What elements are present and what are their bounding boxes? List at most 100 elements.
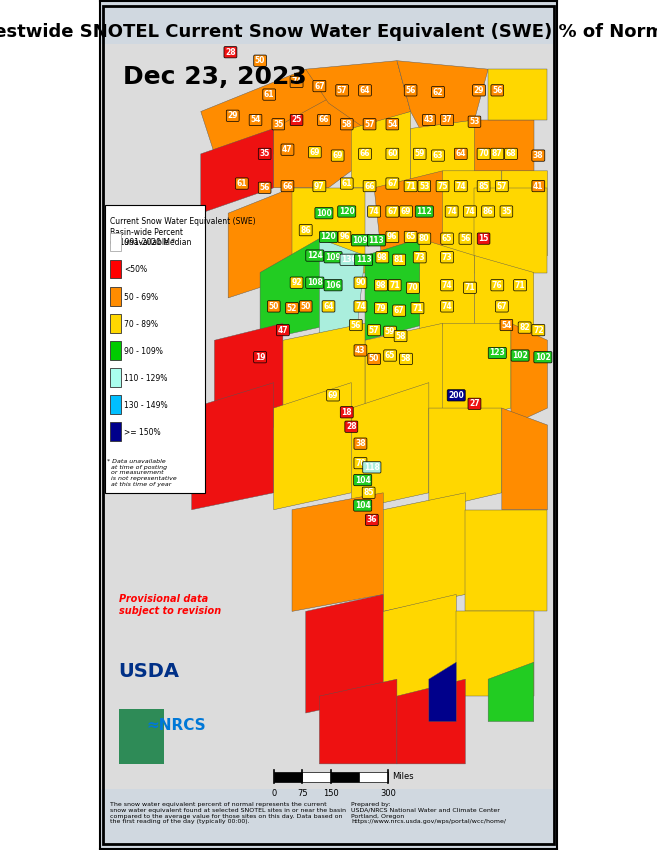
Text: 54: 54 bbox=[387, 120, 397, 128]
Text: 104: 104 bbox=[355, 501, 371, 510]
Text: 50: 50 bbox=[255, 56, 265, 65]
Text: 124: 124 bbox=[307, 251, 323, 260]
Polygon shape bbox=[201, 128, 274, 213]
Text: 70 - 89%: 70 - 89% bbox=[124, 320, 158, 329]
FancyBboxPatch shape bbox=[119, 709, 164, 764]
Polygon shape bbox=[429, 662, 456, 722]
Text: 68: 68 bbox=[506, 150, 516, 158]
Text: Provisional data
subject to revision: Provisional data subject to revision bbox=[119, 594, 221, 616]
Text: 53: 53 bbox=[469, 117, 480, 126]
Text: 28: 28 bbox=[225, 48, 236, 57]
Text: 106: 106 bbox=[325, 280, 341, 290]
Text: 90 - 109%: 90 - 109% bbox=[124, 347, 163, 356]
Polygon shape bbox=[488, 69, 547, 120]
Polygon shape bbox=[228, 188, 306, 298]
Text: 112: 112 bbox=[417, 207, 432, 216]
Text: 59: 59 bbox=[415, 150, 425, 158]
Polygon shape bbox=[465, 510, 547, 611]
FancyBboxPatch shape bbox=[105, 205, 206, 493]
Text: 18: 18 bbox=[342, 408, 352, 416]
Text: 67: 67 bbox=[394, 306, 405, 315]
Text: 38: 38 bbox=[533, 151, 543, 160]
Text: 110 - 129%: 110 - 129% bbox=[124, 374, 168, 382]
Text: 136: 136 bbox=[341, 255, 357, 264]
Text: 74: 74 bbox=[446, 207, 457, 216]
Text: 75: 75 bbox=[438, 182, 448, 190]
Text: 35: 35 bbox=[501, 207, 512, 216]
Polygon shape bbox=[283, 323, 365, 442]
Bar bbox=[330, 772, 359, 782]
Text: 73: 73 bbox=[415, 252, 425, 262]
Polygon shape bbox=[411, 120, 474, 188]
Text: 36: 36 bbox=[367, 515, 377, 524]
Text: 109: 109 bbox=[325, 252, 341, 262]
Text: 70: 70 bbox=[355, 459, 366, 468]
Text: 67: 67 bbox=[314, 82, 325, 91]
Text: 74: 74 bbox=[442, 280, 453, 290]
Text: 59: 59 bbox=[385, 327, 396, 337]
Text: 86: 86 bbox=[300, 225, 311, 235]
Text: 15: 15 bbox=[478, 234, 489, 243]
Polygon shape bbox=[260, 239, 338, 340]
Polygon shape bbox=[214, 323, 283, 442]
Text: 85: 85 bbox=[478, 182, 489, 190]
Text: 200: 200 bbox=[448, 391, 464, 399]
Polygon shape bbox=[420, 239, 474, 340]
Text: 56: 56 bbox=[351, 320, 361, 330]
Text: 66: 66 bbox=[319, 116, 329, 124]
Text: 41: 41 bbox=[533, 182, 543, 190]
Polygon shape bbox=[474, 256, 533, 357]
Polygon shape bbox=[456, 611, 533, 696]
Text: 104: 104 bbox=[355, 475, 371, 484]
Polygon shape bbox=[274, 86, 374, 188]
Text: 96: 96 bbox=[339, 232, 350, 241]
Text: 69: 69 bbox=[309, 148, 320, 156]
Text: 71: 71 bbox=[515, 280, 526, 290]
Polygon shape bbox=[306, 60, 411, 128]
Polygon shape bbox=[511, 323, 547, 425]
Text: 61: 61 bbox=[264, 90, 275, 99]
Text: 69: 69 bbox=[328, 391, 338, 399]
Polygon shape bbox=[502, 408, 547, 510]
Text: 86: 86 bbox=[483, 207, 493, 216]
Text: 76: 76 bbox=[492, 280, 503, 290]
Bar bbox=[302, 772, 330, 782]
Polygon shape bbox=[201, 69, 351, 154]
Text: 64: 64 bbox=[455, 150, 466, 158]
Text: 120: 120 bbox=[339, 207, 355, 216]
Text: 0: 0 bbox=[271, 790, 277, 798]
Text: 61: 61 bbox=[342, 179, 352, 188]
Text: 60: 60 bbox=[387, 150, 397, 158]
Text: 113: 113 bbox=[369, 235, 384, 245]
Text: 62: 62 bbox=[433, 88, 443, 97]
Text: 150: 150 bbox=[323, 790, 338, 798]
Text: 109: 109 bbox=[353, 235, 369, 245]
Text: 74: 74 bbox=[442, 302, 453, 311]
Text: 50: 50 bbox=[269, 302, 279, 311]
Text: 130 - 149%: 130 - 149% bbox=[124, 401, 168, 410]
Bar bbox=[101, 43, 556, 790]
Polygon shape bbox=[443, 171, 502, 273]
Text: Westwide SNOTEL Current Snow Water Equivalent (SWE) % of Normal: Westwide SNOTEL Current Snow Water Equiv… bbox=[0, 23, 657, 41]
Text: 118: 118 bbox=[364, 463, 380, 472]
Polygon shape bbox=[474, 188, 547, 273]
FancyBboxPatch shape bbox=[110, 422, 121, 441]
Text: 63: 63 bbox=[433, 151, 443, 160]
FancyBboxPatch shape bbox=[110, 260, 121, 279]
FancyBboxPatch shape bbox=[110, 314, 121, 332]
Polygon shape bbox=[397, 60, 488, 128]
Text: 87: 87 bbox=[492, 150, 503, 158]
Text: Current Snow Water Equivalent (SWE)
Basin-wide Percent
of 1991-2020 Median: Current Snow Water Equivalent (SWE) Basi… bbox=[110, 218, 255, 247]
Text: 70: 70 bbox=[478, 150, 489, 158]
Text: 74: 74 bbox=[291, 77, 302, 87]
FancyBboxPatch shape bbox=[110, 287, 121, 305]
FancyBboxPatch shape bbox=[110, 341, 121, 360]
Polygon shape bbox=[443, 323, 511, 425]
Polygon shape bbox=[383, 594, 456, 713]
Text: 66: 66 bbox=[283, 182, 293, 190]
Polygon shape bbox=[374, 171, 456, 273]
Text: 53: 53 bbox=[419, 182, 430, 190]
Text: 35: 35 bbox=[273, 120, 284, 128]
Text: 67: 67 bbox=[497, 302, 507, 311]
Text: 123: 123 bbox=[489, 348, 505, 358]
